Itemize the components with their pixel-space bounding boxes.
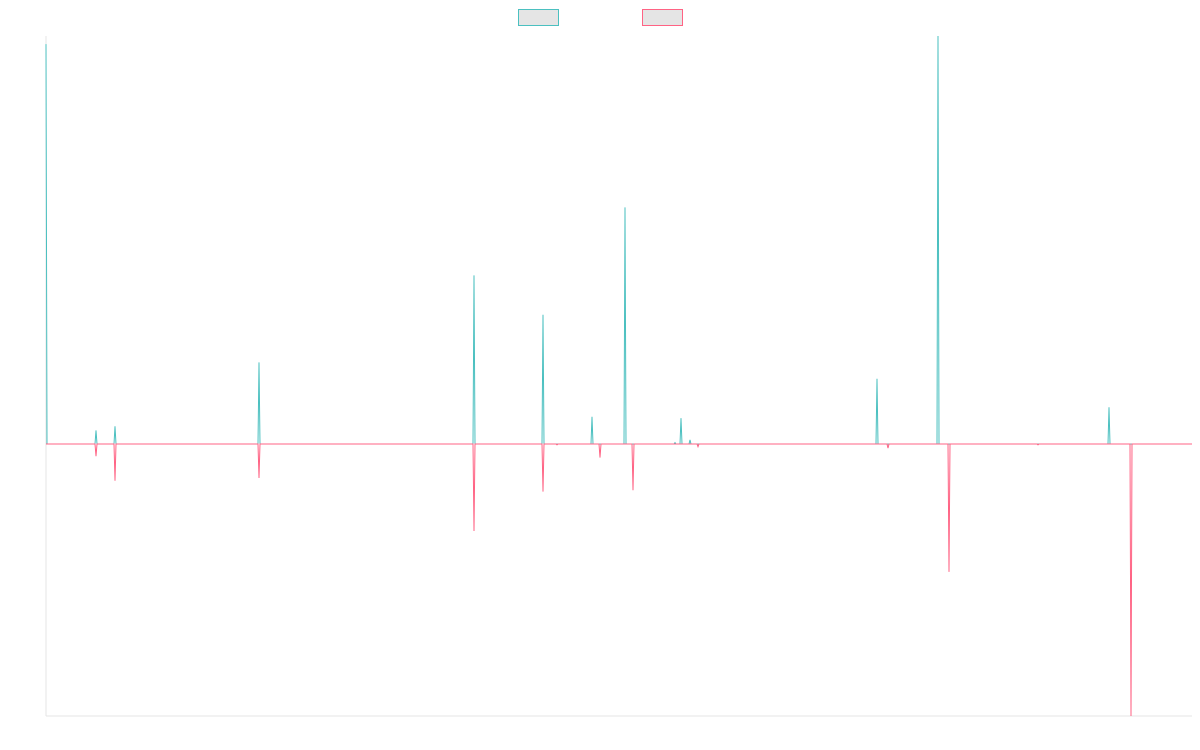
legend-swatch-2 — [642, 9, 683, 26]
axes — [45, 36, 1192, 717]
legend-item-1 — [518, 9, 559, 26]
legend-item-2 — [642, 9, 683, 26]
legend — [518, 9, 683, 26]
series-2-line — [46, 443, 1192, 717]
legend-swatch-1 — [518, 9, 559, 26]
series-layer — [45, 35, 1192, 717]
series-1-line — [45, 35, 1192, 445]
